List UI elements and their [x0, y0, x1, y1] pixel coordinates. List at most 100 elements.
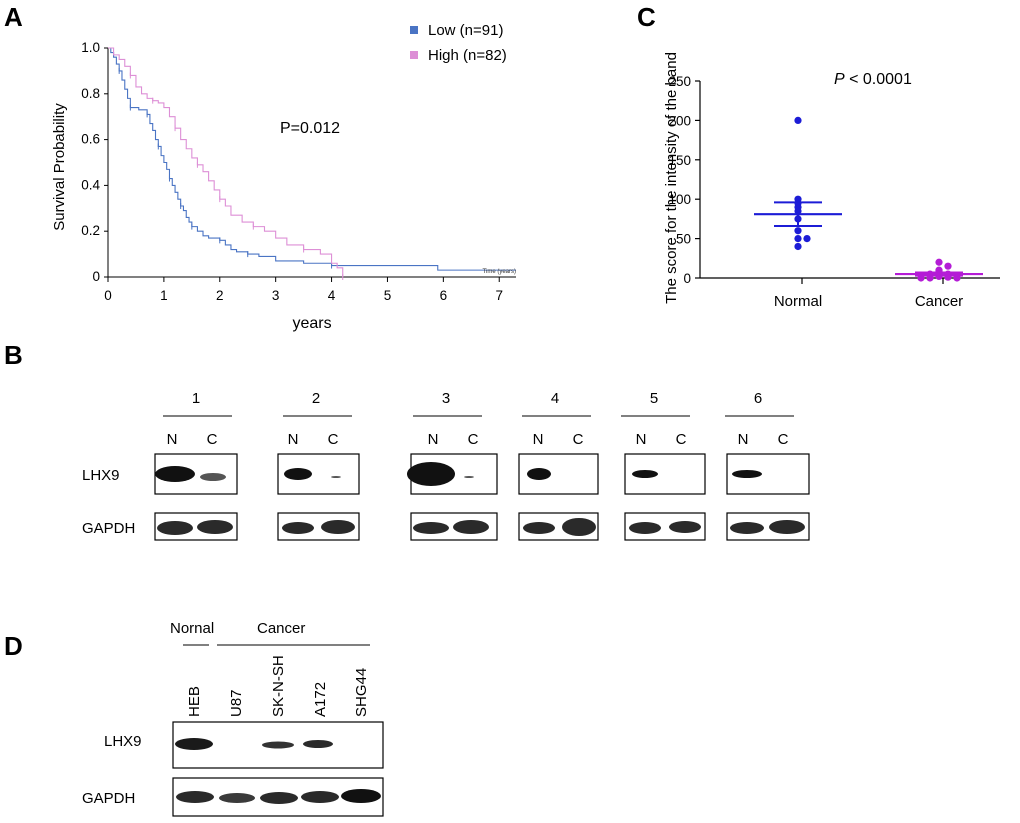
survival-chart: 0 0.2 0.4 0.6 0.8 1.0 0 1 2 3 4 5 6 7 Time (years) y…: [51, 22, 516, 332]
blot-b-c-label: C: [328, 431, 339, 448]
dot-point-cancer: [935, 258, 943, 266]
sample-label: SK-N-SH: [270, 655, 287, 717]
band-gapdh-normal: [730, 522, 764, 534]
band-lhx9-a172: [303, 740, 333, 748]
blot-b-c-label: C: [778, 431, 789, 448]
blot-panel-b: LHX9 GAPDH 1 N C 2 N C 3 N C 4 N C 5 N C 6 N C: [82, 390, 810, 541]
band-gapdh-cancer: [669, 521, 701, 533]
dot-p-text: < 0.0001: [845, 71, 912, 88]
dot-point-normal: [794, 227, 802, 235]
km-y-tick-label: 0.6: [81, 132, 100, 147]
legend-label-high: High (n=82): [428, 47, 507, 64]
blot-b-row-gapdh: GAPDH: [82, 520, 135, 537]
panel-letter-a: A: [4, 2, 23, 32]
blot-b-n-label: N: [288, 431, 299, 448]
dot-p-value: P < 0.0001: [834, 71, 912, 88]
band-lhx9-normal: [632, 470, 658, 478]
blot-b-lane-number: 6: [754, 390, 762, 407]
blot-b-c-label: C: [573, 431, 584, 448]
blot-b-lane: 5 N C: [621, 390, 706, 541]
dot-point-normal: [794, 242, 802, 251]
band-lhx9-normal: [155, 466, 195, 482]
panel-letter-d: D: [4, 631, 23, 661]
band-gapdh-heb: [176, 791, 214, 803]
band-gapdh-cancer: [453, 520, 489, 534]
km-x-tick-label: 0: [104, 288, 112, 303]
blot-b-lane-number: 4: [551, 390, 559, 407]
band-gapdh-shg44: [341, 789, 381, 803]
dot-y-tick-label: 200: [668, 113, 691, 128]
band-gapdh-normal: [157, 521, 193, 535]
panel-letter-c: C: [637, 2, 656, 32]
km-p-value: P=0.012: [280, 120, 340, 137]
dot-x-label-cancer: Cancer: [915, 293, 963, 310]
band-gapdh-a172: [301, 791, 339, 803]
band-gapdh-normal: [629, 522, 661, 534]
km-y-label: Survival Probability: [51, 103, 68, 231]
dot-point-normal: [803, 235, 811, 243]
km-x-tick-label: 1: [160, 288, 168, 303]
sample-label: SHG44: [353, 668, 370, 717]
band-gapdh-normal: [282, 522, 314, 534]
band-lhx9-cancer: [200, 473, 226, 481]
blot-b-lane: 4 N C: [518, 390, 599, 541]
legend-label-low: Low (n=91): [428, 22, 503, 39]
blot-b-n-label: N: [428, 431, 439, 448]
band-gapdh-cancer: [562, 518, 596, 536]
km-x-tick-label: 4: [328, 288, 336, 303]
dot-y-tick-label: 50: [676, 232, 691, 247]
km-y-tick-label: 0.2: [81, 223, 100, 238]
blot-b-row-lhx9: LHX9: [82, 467, 120, 484]
blot-b-c-label: C: [676, 431, 687, 448]
km-x-tick-label: 6: [440, 288, 448, 303]
group-label-cancer: Cancer: [257, 620, 305, 637]
km-axis-note: Time (years): [483, 269, 516, 275]
dot-y-label: The score for the intensity of the band: [663, 52, 680, 304]
sample-label: U87: [228, 689, 245, 717]
sample-label: A172: [312, 682, 329, 717]
band-lhx9-heb: [175, 738, 213, 750]
km-y-tick-label: 0.8: [81, 86, 100, 101]
band-lhx9-normal: [732, 470, 762, 478]
km-y-tick-label: 0: [92, 269, 100, 284]
band-lhx9-sknsh: [262, 741, 294, 749]
blot-b-lane: 3 N C: [407, 390, 498, 541]
band-lhx9-cancer: [331, 476, 341, 478]
sample-label: HEB: [186, 686, 203, 717]
band-score-chart: 0 50 100 150 200 250 Normal Cancer The score f…: [663, 52, 1000, 310]
band-gapdh-sknsh: [260, 792, 298, 804]
blot-b-lane-number: 5: [650, 390, 658, 407]
blot-b-lane-number: 2: [312, 390, 320, 407]
band-gapdh-cancer: [197, 520, 233, 534]
blot-b-lane: 1 N C: [154, 390, 238, 541]
blot-d-row-lhx9: LHX9: [104, 733, 142, 750]
group-label-normal: Nornal: [170, 620, 214, 637]
band-lhx9-normal: [407, 462, 455, 486]
blot-b-c-label: C: [468, 431, 479, 448]
dot-y-tick-label: 150: [668, 153, 691, 168]
dot-p-symbol: P: [834, 71, 845, 88]
dot-y-tick-label: 0: [683, 271, 691, 286]
dot-x-label-normal: Normal: [774, 293, 822, 310]
blot-b-lane: 2 N C: [277, 390, 360, 541]
km-x-tick-label: 5: [384, 288, 392, 303]
km-x-tick-label: 3: [272, 288, 280, 303]
legend-swatch-low: [410, 26, 418, 34]
km-y-tick-label: 1.0: [81, 40, 100, 55]
blot-b-lane-number: 3: [442, 390, 450, 407]
dot-y-tick-label: 250: [668, 74, 691, 89]
band-gapdh-u87: [219, 793, 255, 803]
band-gapdh-cancer: [769, 520, 805, 534]
km-x-label: years: [292, 315, 331, 332]
dot-point-normal: [794, 235, 802, 243]
dot-y-tick-label: 100: [668, 192, 691, 207]
km-y-tick-label: 0.4: [81, 177, 100, 192]
band-gapdh-normal: [523, 522, 555, 534]
band-lhx9-normal: [527, 468, 551, 480]
panel-letter-b: B: [4, 340, 23, 370]
band-lhx9-cancer: [464, 476, 474, 478]
blot-b-lane: 6 N C: [725, 390, 810, 541]
blot-b-lane-number: 1: [192, 390, 200, 407]
blot-b-n-label: N: [533, 431, 544, 448]
